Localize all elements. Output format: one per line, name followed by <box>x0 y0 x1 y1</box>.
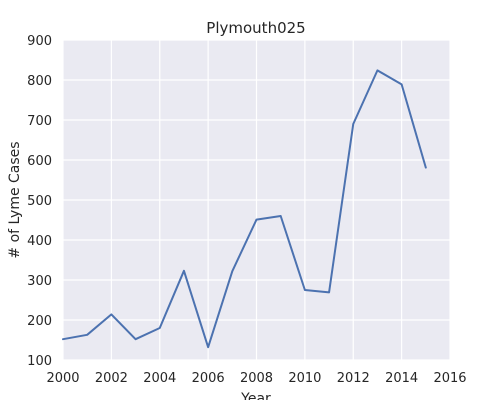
y-tick-label: 400 <box>27 234 52 249</box>
y-tick-labels: 100 200 300 400 500 600 700 800 900 <box>27 34 52 369</box>
x-tick-label: 2014 <box>385 371 418 386</box>
y-axis-label: # of Lyme Cases <box>7 141 23 258</box>
y-tick-label: 200 <box>27 314 52 329</box>
x-axis-label: Year <box>240 391 271 400</box>
y-tick-label: 800 <box>27 74 52 89</box>
x-tick-label: 2008 <box>240 371 273 386</box>
x-tick-labels: 2000 2002 2004 2006 2008 2010 2012 2014 2016 <box>46 371 466 386</box>
y-tick-label: 900 <box>27 34 52 49</box>
x-tick-label: 2000 <box>46 371 79 386</box>
y-tick-label: 700 <box>27 114 52 129</box>
x-tick-label: 2012 <box>337 371 370 386</box>
chart-title: Plymouth025 <box>206 19 305 37</box>
x-tick-label: 2016 <box>433 371 466 386</box>
y-tick-label: 300 <box>27 274 52 289</box>
y-tick-label: 100 <box>27 354 52 369</box>
y-tick-label: 600 <box>27 154 52 169</box>
x-tick-label: 2002 <box>95 371 128 386</box>
y-tick-label: 500 <box>27 194 52 209</box>
x-tick-label: 2006 <box>192 371 225 386</box>
x-tick-label: 2010 <box>288 371 321 386</box>
x-tick-label: 2004 <box>143 371 176 386</box>
